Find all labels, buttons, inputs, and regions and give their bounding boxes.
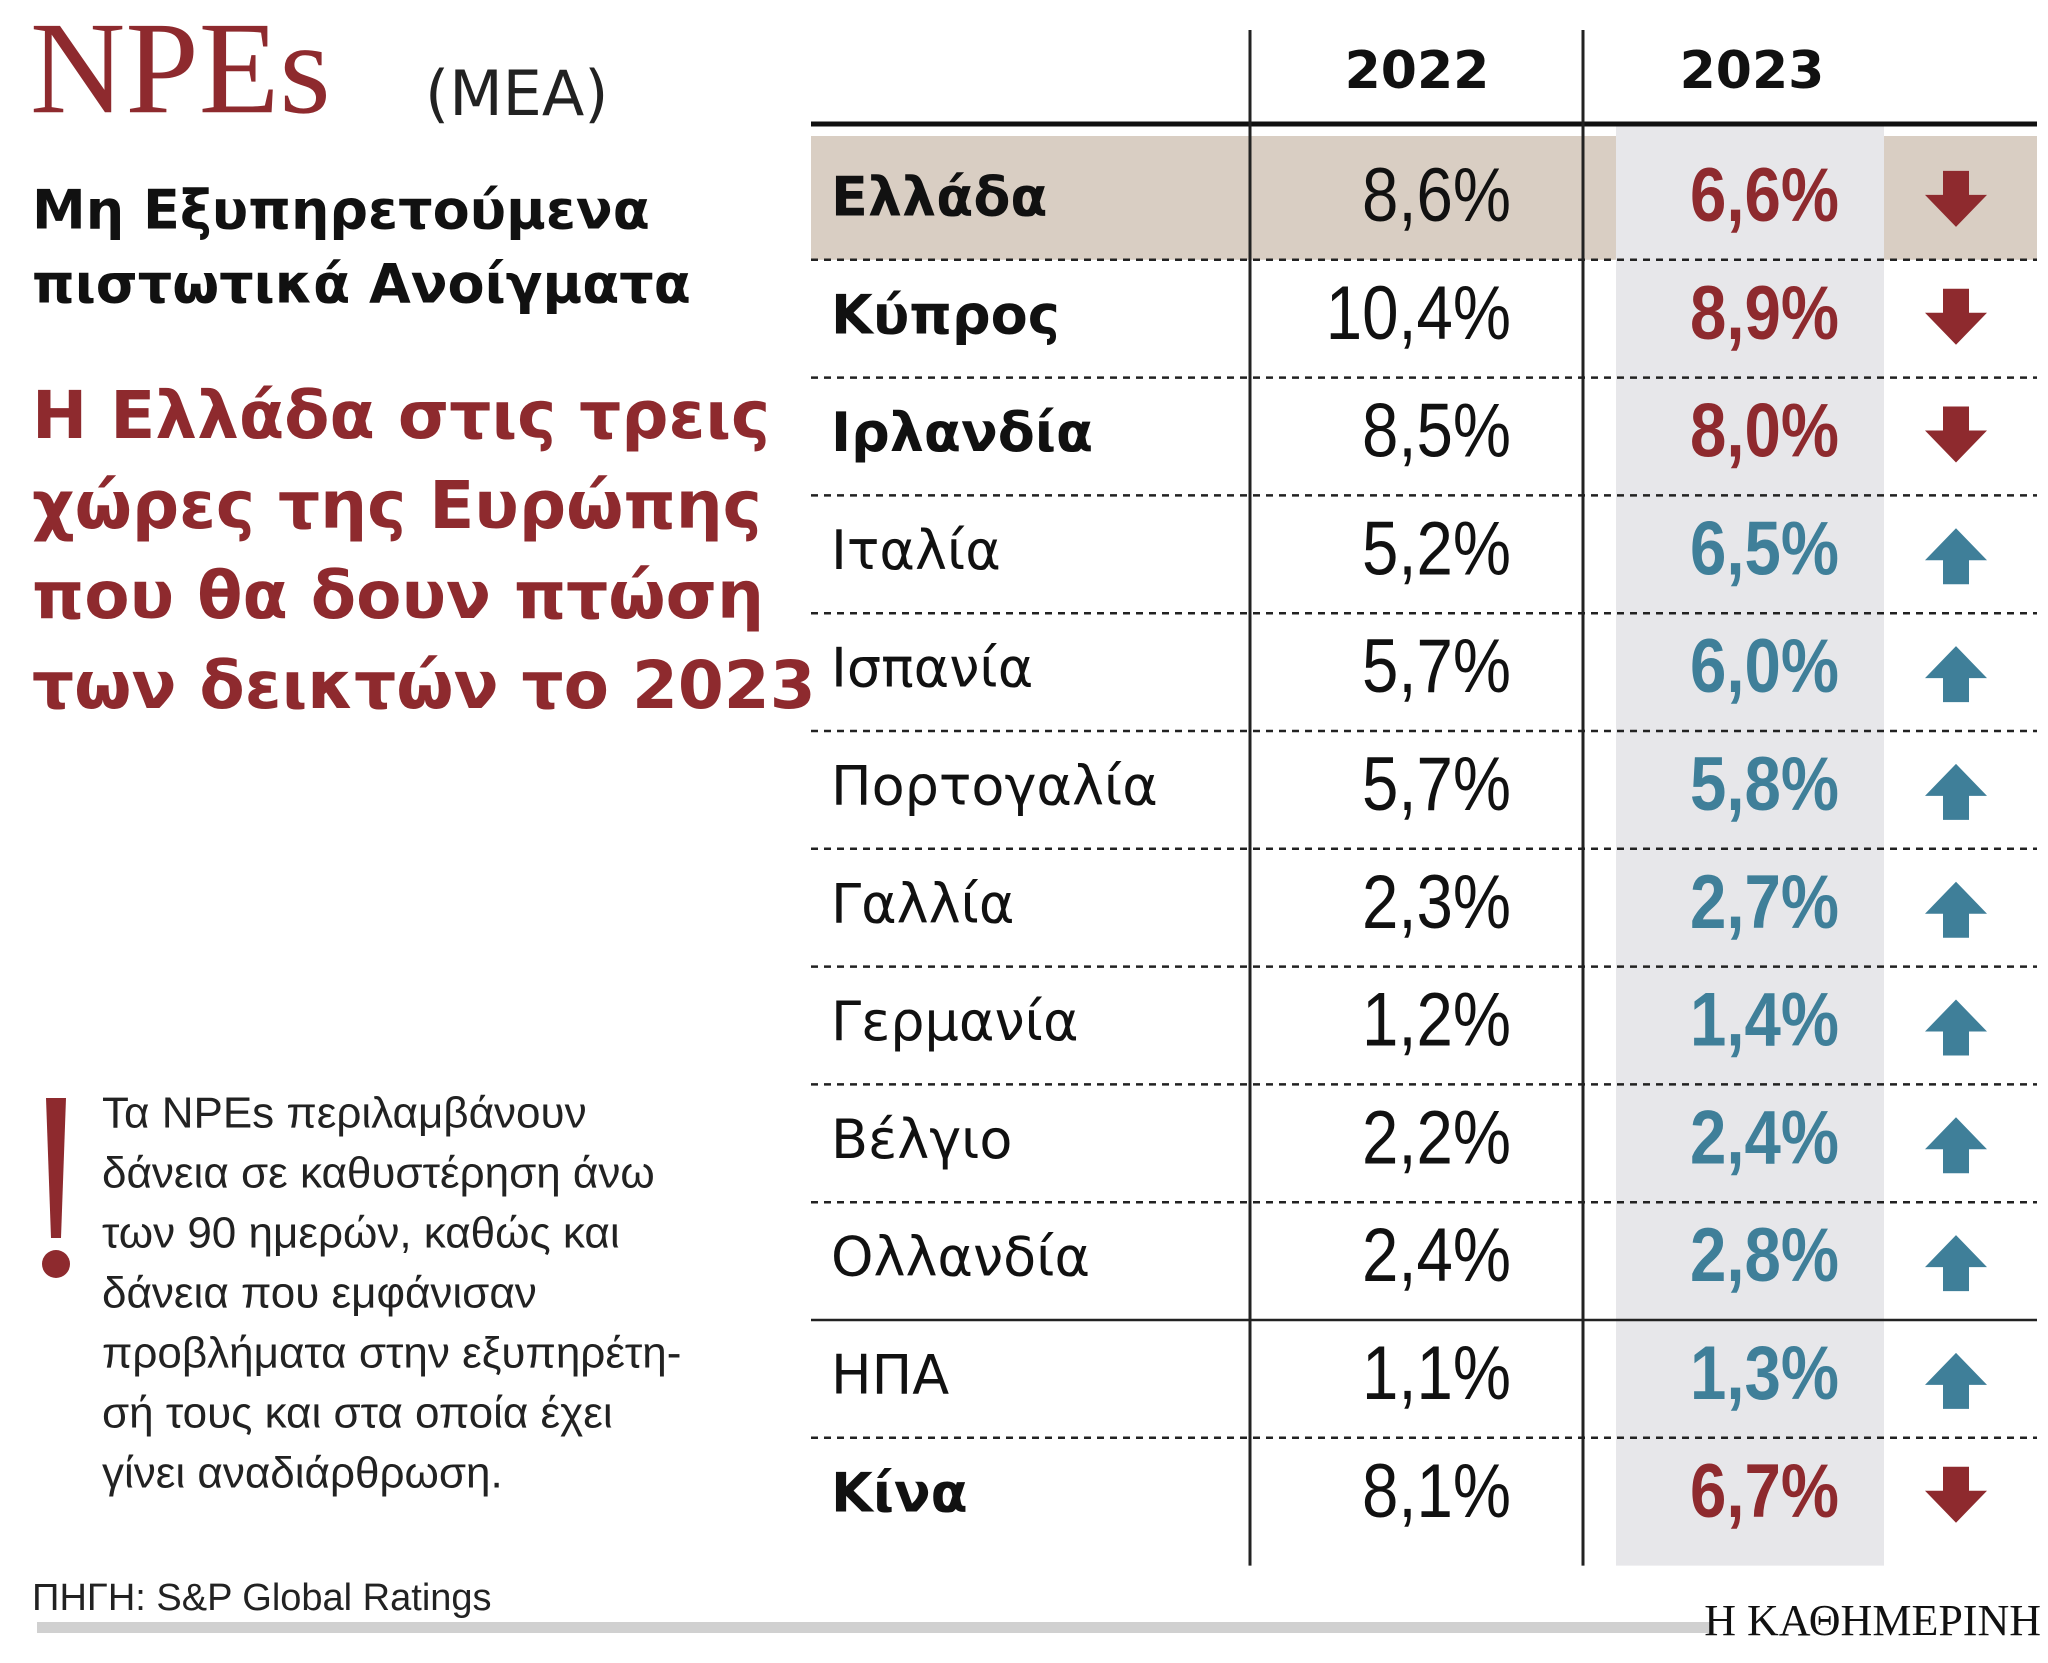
headline-line: Η Ελλάδα στις τρεις (32, 377, 770, 454)
note-line: Τα NPEs περιλαμβάνουν (102, 1089, 587, 1138)
value-2023: 2,7% (1690, 860, 1839, 945)
country: Ολλανδία (831, 1226, 1090, 1289)
value-2022: 5,7% (1362, 625, 1511, 710)
country: Γαλλία (831, 872, 1014, 935)
trend-arrow (1925, 406, 1987, 463)
trend-arrow (1925, 1466, 1987, 1523)
column-header: 2023 (1680, 41, 1825, 101)
value-2023: 5,8% (1690, 742, 1839, 827)
value-2022: 2,3% (1362, 860, 1511, 945)
value-2022: 5,7% (1362, 742, 1511, 827)
country: ΗΠΑ (831, 1344, 949, 1407)
country: Ελλάδα (831, 166, 1048, 229)
headline-line: που θα δουν πτώση (32, 557, 764, 634)
value-2023: 1,4% (1690, 978, 1839, 1063)
value-2023: 6,6% (1690, 153, 1839, 238)
country: Ιρλανδία (831, 401, 1093, 464)
value-2022: 2,2% (1362, 1096, 1511, 1181)
note-line: γίνει αναδιάρθρωση. (102, 1449, 503, 1498)
trend-arrow (1925, 1235, 1987, 1292)
value-2022: 1,2% (1362, 978, 1511, 1063)
subtitle-line: πιστωτικά Ανοίγματα (32, 253, 691, 316)
exclamation (42, 1098, 70, 1278)
note-line: δάνεια που εμφάνισαν (102, 1269, 537, 1318)
value-2022: 2,4% (1362, 1214, 1511, 1299)
country: Βέλγιο (831, 1108, 1012, 1171)
title: NPEs (30, 0, 331, 141)
trend-arrow (1925, 1117, 1987, 1174)
column-shade (1616, 124, 1884, 1566)
value-2022: 8,1% (1362, 1449, 1511, 1534)
country: Κίνα (831, 1461, 968, 1524)
subtitle-line: Μη Εξυπηρετούμενα (32, 179, 650, 242)
value-2023: 2,8% (1690, 1214, 1839, 1299)
headline-line: χώρες της Ευρώπης (32, 467, 762, 544)
note-line: των 90 ημερών, καθώς και (102, 1209, 620, 1258)
headline-line: των δεικτών το 2023 (32, 647, 816, 724)
value-2022: 10,4% (1326, 271, 1511, 356)
trend-arrow (1925, 170, 1987, 227)
value-2023: 8,0% (1690, 389, 1839, 474)
country: Ιταλία (831, 519, 1001, 582)
value-2023: 6,7% (1690, 1449, 1839, 1534)
brand: Η ΚΑΘΗΜΕΡΙΝΗ (1704, 1596, 2041, 1645)
trend-arrow (1925, 881, 1987, 938)
title-note: (ΜΕΑ) (425, 57, 608, 130)
value-2022: 5,2% (1362, 507, 1511, 592)
value-2022: 8,5% (1362, 389, 1511, 474)
footer-bar (37, 1622, 1714, 1633)
value-2022: 8,6% (1362, 153, 1511, 238)
value-2023: 1,3% (1690, 1331, 1839, 1416)
source: ΠΗΓΗ: S&P Global Ratings (32, 1577, 492, 1619)
note-line: προβλήματα στην εξυπηρέτη- (102, 1329, 681, 1378)
trend-arrow (1925, 763, 1987, 820)
trend-arrow (1925, 999, 1987, 1056)
trend-arrow (1925, 646, 1987, 703)
trend-arrow (1925, 528, 1987, 585)
column-header: 2022 (1345, 41, 1490, 101)
trend-arrow (1925, 1352, 1987, 1409)
note-line: δάνεια σε καθυστέρηση άνω (102, 1149, 655, 1198)
value-2023: 2,4% (1690, 1096, 1839, 1181)
trend-arrow (1925, 288, 1987, 345)
note-line: σή τους και στα οποία έχει (102, 1389, 613, 1438)
value-2023: 6,0% (1690, 625, 1839, 710)
value-2023: 8,9% (1690, 271, 1839, 356)
country: Κύπρος (831, 283, 1060, 346)
value-2023: 6,5% (1690, 507, 1839, 592)
country: Ισπανία (831, 637, 1033, 700)
country: Πορτογαλία (831, 755, 1158, 818)
country: Γερμανία (831, 990, 1079, 1053)
value-2022: 1,1% (1362, 1331, 1511, 1416)
